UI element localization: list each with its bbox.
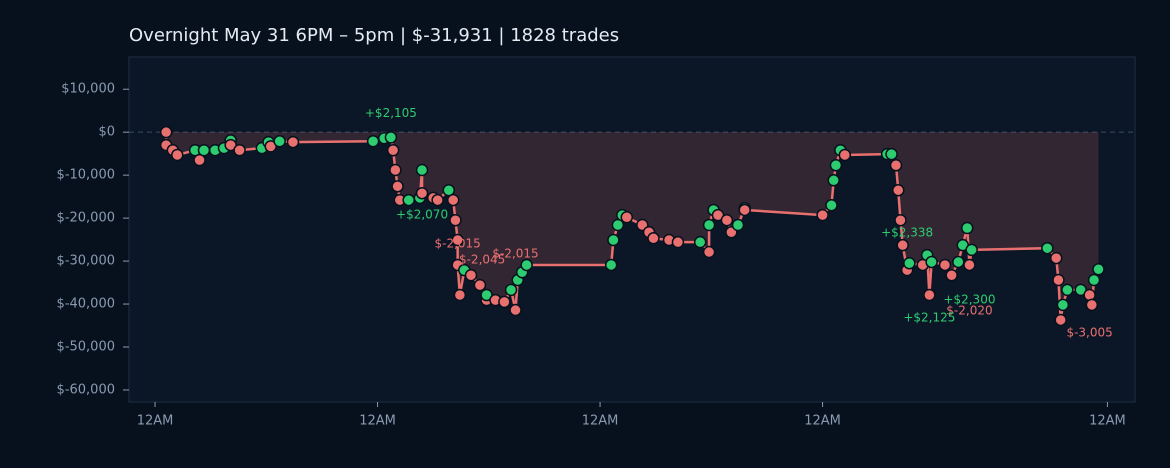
annotation: $-2,015 <box>492 247 538 261</box>
x-tick-label: 12AM <box>804 414 841 429</box>
y-tick-label: $-30,000 <box>57 254 115 269</box>
trade-marker <box>431 193 444 207</box>
trade-marker <box>952 255 965 269</box>
trade-marker <box>1061 283 1074 297</box>
annotation: $-2,015 <box>434 236 480 250</box>
y-tick-label: $-60,000 <box>57 382 115 397</box>
annotation: +$2,125 <box>903 311 955 325</box>
trade-marker <box>366 134 380 148</box>
trade-marker <box>1056 298 1070 312</box>
trade-marker <box>647 232 660 245</box>
trade-marker <box>827 174 840 187</box>
trade-marker <box>731 218 745 232</box>
trade-marker <box>903 256 916 270</box>
annotation: $-2,020 <box>946 303 992 317</box>
trade-marker <box>896 238 909 252</box>
trade-marker <box>1085 298 1099 312</box>
trade-marker <box>473 278 487 292</box>
area <box>166 132 1099 320</box>
trade-marker <box>923 288 936 302</box>
x-tick-label: 12AM <box>582 414 619 429</box>
trade-marker <box>1052 273 1065 287</box>
trade-marker <box>738 203 751 217</box>
trade-marker <box>960 221 974 235</box>
trade-marker <box>720 214 734 227</box>
trade-marker <box>415 186 429 200</box>
annotation: $-2,045 <box>459 253 505 267</box>
x-tick-label: 12AM <box>137 414 174 429</box>
trade-marker <box>889 159 903 172</box>
trade-marker <box>402 193 415 207</box>
trade-marker <box>520 258 533 272</box>
trade-marker <box>386 143 400 157</box>
trade-marker <box>945 269 958 282</box>
trade-marker <box>604 258 618 272</box>
trade-marker <box>286 135 300 149</box>
trade-marker <box>1092 262 1105 276</box>
trade-marker <box>702 245 716 259</box>
annotation: +$2,300 <box>943 293 995 307</box>
trade-marker <box>391 180 404 193</box>
trade-marker <box>1041 241 1054 255</box>
y-tick-label: $-10,000 <box>57 168 115 183</box>
trade-marker <box>509 303 522 317</box>
trade-marker <box>446 193 460 207</box>
trade-marker <box>1054 313 1067 327</box>
trade-marker <box>498 295 511 309</box>
trade-marker <box>838 148 852 162</box>
trade-marker <box>671 235 685 249</box>
trade-marker <box>825 198 838 212</box>
trade-marker <box>885 147 898 161</box>
trade-marker <box>891 183 905 197</box>
trade-marker <box>415 163 429 177</box>
trade-marker <box>607 233 620 247</box>
annotation: $-3,005 <box>1066 325 1112 339</box>
trade-marker <box>464 269 478 282</box>
trade-marker <box>159 125 173 139</box>
x-tick-label: 12AM <box>359 414 396 429</box>
trade-marker <box>963 258 976 272</box>
trade-marker <box>829 159 843 172</box>
trade-marker <box>389 163 402 177</box>
trade-marker <box>504 283 518 297</box>
trade-marker <box>816 208 829 222</box>
trade-marker <box>233 143 246 157</box>
y-tick-label: $-40,000 <box>57 297 115 312</box>
y-tick-label: $-20,000 <box>57 211 115 226</box>
trade-marker <box>384 131 398 144</box>
trade-marker <box>938 258 952 272</box>
chart-title: Overnight May 31 6PM – 5pm | $-31,931 | … <box>129 25 619 46</box>
trade-marker <box>702 218 716 232</box>
trade-marker <box>171 148 184 162</box>
x-tick-label: 12AM <box>1089 414 1126 429</box>
trade-marker <box>451 233 464 247</box>
trade-marker <box>620 211 634 224</box>
trade-marker <box>693 235 707 249</box>
y-tick-label: $10,000 <box>61 82 115 97</box>
trade-marker <box>197 143 211 157</box>
y-tick-label: $0 <box>98 125 115 140</box>
trade-marker <box>273 134 286 148</box>
annotation: +$2,105 <box>365 106 417 120</box>
annotation: +$2,338 <box>881 226 933 240</box>
trade-marker <box>449 214 462 227</box>
trade-marker <box>925 255 938 269</box>
trade-marker <box>965 243 978 257</box>
annotation: +$2,070 <box>396 208 448 222</box>
y-tick-label: $-50,000 <box>57 340 115 355</box>
trade-marker <box>1087 273 1101 287</box>
trade-marker <box>453 288 467 302</box>
trade-marker <box>1049 251 1063 265</box>
trade-marker <box>894 214 907 227</box>
